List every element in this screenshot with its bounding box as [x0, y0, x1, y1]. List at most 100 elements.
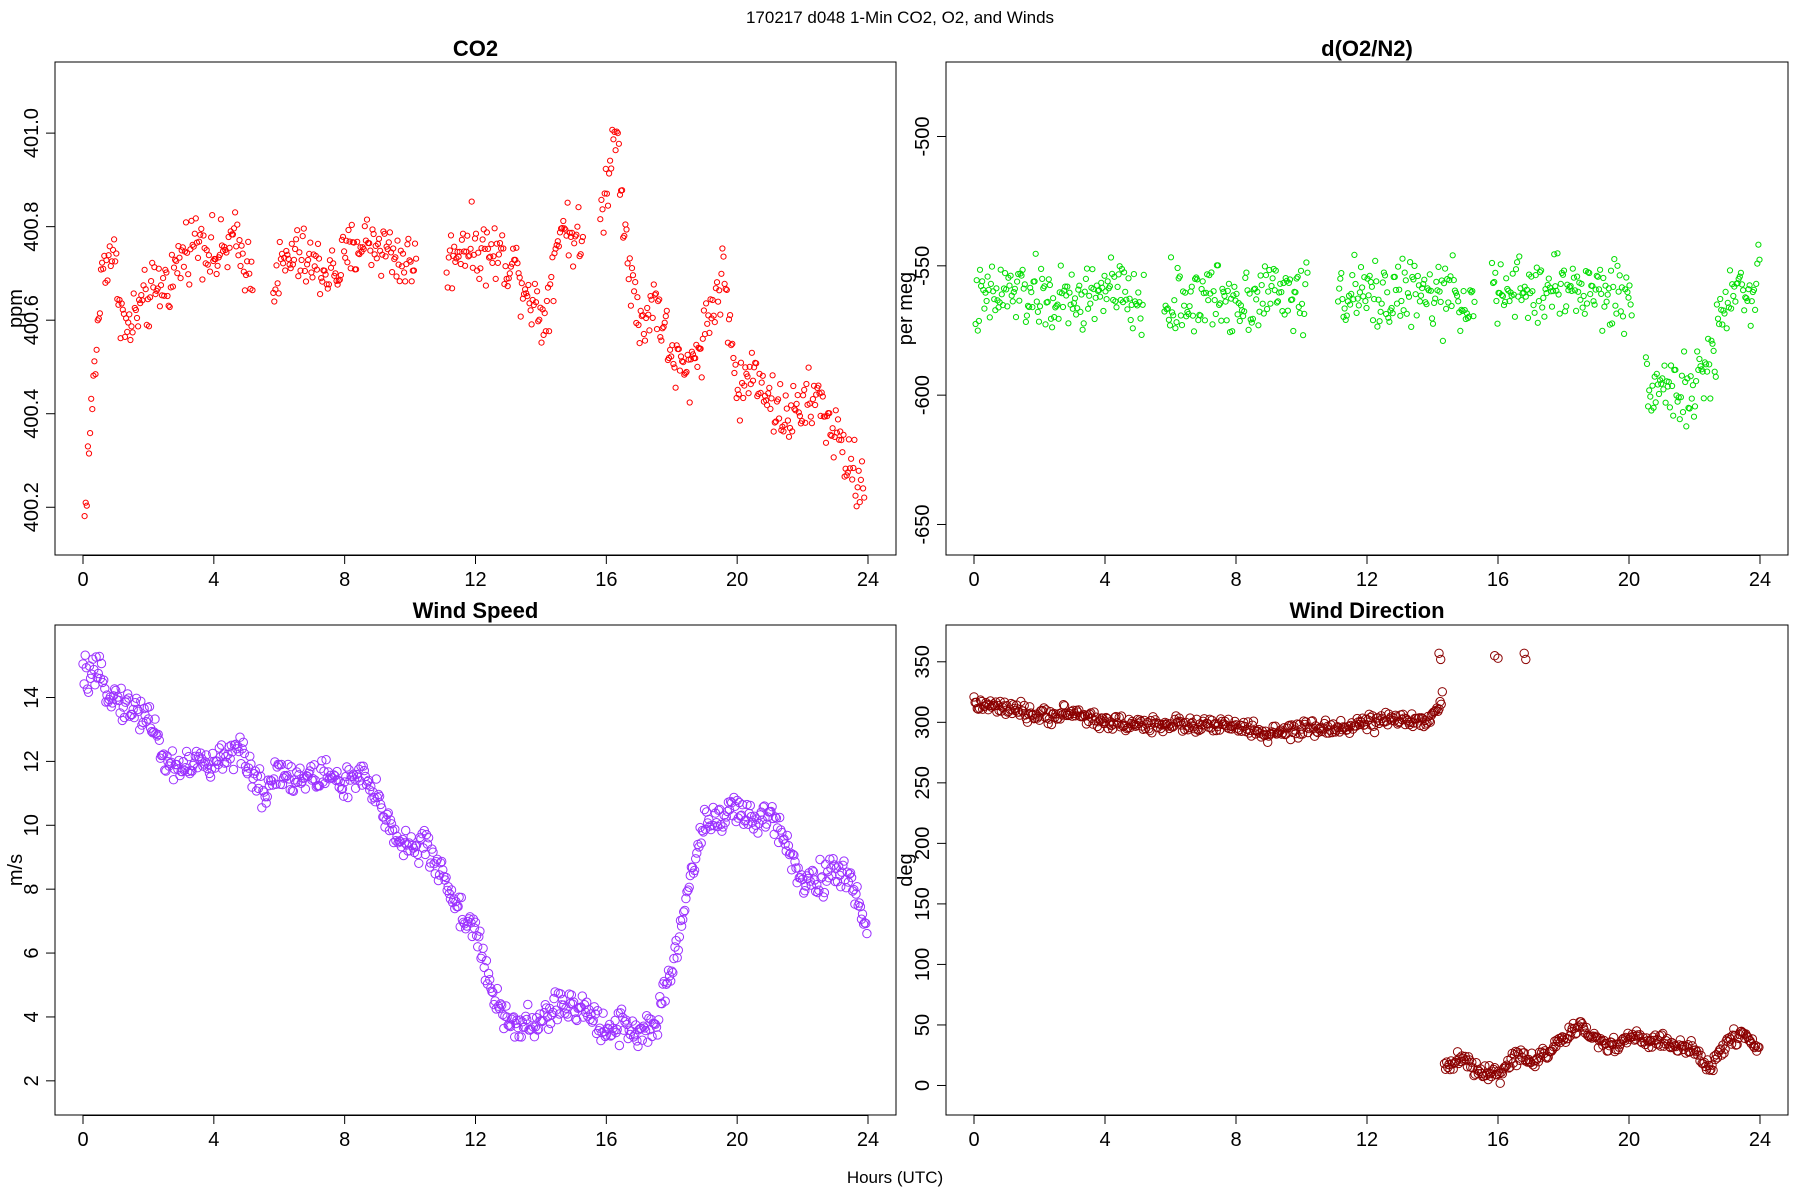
o2-point [1449, 252, 1456, 259]
o2-point [1041, 283, 1048, 290]
o2-point [1342, 316, 1349, 323]
co2-point [305, 256, 312, 264]
o2-point [1261, 263, 1269, 270]
wind-speed-point [807, 865, 818, 876]
co2-point [794, 392, 801, 399]
o2-point [1267, 300, 1274, 307]
o2-title: d(O2/N2) [1321, 36, 1413, 61]
o2-point [1676, 416, 1683, 423]
wind-direction-point [1732, 1039, 1742, 1050]
o2-point [998, 291, 1005, 298]
co2-point [791, 405, 798, 412]
co2-point [625, 276, 632, 283]
co2-point [632, 279, 639, 286]
co2-xtick-label: 20 [726, 569, 748, 591]
co2-point [656, 296, 663, 303]
wind-speed-point [620, 1017, 630, 1027]
wind-speed-point [106, 702, 117, 712]
o2-point [1050, 295, 1057, 302]
o2-point [1534, 319, 1541, 326]
wind-speed-point [637, 1035, 647, 1045]
o2-point [1439, 337, 1447, 344]
wind-speed-point [501, 1001, 511, 1011]
co2-point [607, 157, 614, 164]
wind-direction-ytick-label: 300 [912, 706, 934, 739]
co2-point [509, 245, 517, 252]
o2-point [1697, 363, 1704, 370]
co2-point [492, 275, 499, 282]
wind-speed-point [358, 761, 368, 771]
wind-direction-point [1603, 1046, 1614, 1056]
o2-point [1649, 382, 1656, 389]
wind-speed-point [246, 759, 256, 769]
o2-point [993, 285, 1000, 292]
o2-point [1650, 404, 1657, 411]
co2-point [176, 254, 183, 261]
o2-point [1601, 303, 1608, 310]
co2-point [565, 252, 572, 259]
wind-speed-point [432, 854, 442, 864]
co2-point [334, 281, 341, 288]
wind-speed-point [337, 784, 348, 794]
co2-xtick-label: 4 [208, 569, 219, 591]
wind-speed-point [861, 918, 871, 929]
co2-point [443, 269, 450, 276]
co2-point [525, 281, 532, 289]
o2-point [1296, 310, 1304, 317]
wind-speed-point [83, 687, 94, 697]
wind-speed-point [612, 1024, 622, 1035]
wind-speed-ytick-label: 10 [21, 814, 43, 836]
co2-point [142, 286, 149, 293]
o2-point [1077, 308, 1084, 315]
wind-speed-point [541, 1003, 552, 1013]
o2-point [1417, 292, 1425, 299]
wind-direction-point [1570, 1029, 1581, 1039]
co2-point [152, 291, 159, 298]
o2-point [1140, 271, 1147, 278]
wind-speed-point [492, 983, 502, 994]
co2-point [501, 281, 508, 288]
wind-direction-point [1693, 1050, 1703, 1060]
o2-point [1006, 282, 1013, 289]
o2-point [1490, 279, 1497, 287]
co2-point [271, 298, 278, 305]
o2-point [1293, 275, 1300, 282]
o2-point [1194, 276, 1201, 283]
o2-point [1014, 278, 1021, 285]
wind-speed-point [350, 783, 361, 793]
o2-point [1046, 281, 1054, 289]
wind-speed-point [168, 775, 179, 785]
wind-direction-point [1307, 716, 1318, 726]
co2-point [93, 346, 100, 353]
wind-speed-point [860, 918, 870, 928]
co2-point [598, 196, 605, 203]
o2-point [1541, 313, 1548, 320]
o2-point [1578, 280, 1585, 287]
o2-ytick-label: -650 [912, 504, 934, 544]
co2-point [408, 278, 415, 285]
co2-point [513, 244, 520, 251]
o2-point [1546, 284, 1554, 291]
co2-point [807, 413, 814, 420]
wind-direction-point [1675, 1035, 1686, 1045]
co2-point [382, 253, 389, 260]
co2-point [506, 270, 513, 277]
o2-point [1389, 310, 1396, 317]
co2-xtick-label: 12 [464, 569, 486, 591]
co2-point [85, 450, 93, 457]
wind-speed-point [132, 704, 143, 715]
co2-point [498, 245, 505, 252]
wind-speed-point [815, 854, 825, 865]
co2-point [478, 245, 485, 252]
co2-point [226, 244, 233, 251]
o2-point [1297, 267, 1305, 274]
co2-point [709, 296, 716, 304]
wind-speed-point [775, 812, 785, 823]
o2-point [1339, 296, 1346, 303]
wind-direction-point [1694, 1046, 1704, 1056]
co2-point [147, 294, 154, 301]
o2-point [1569, 265, 1576, 272]
o2-point [1210, 288, 1217, 295]
o2-point [1274, 298, 1282, 305]
co2-point [446, 247, 453, 254]
